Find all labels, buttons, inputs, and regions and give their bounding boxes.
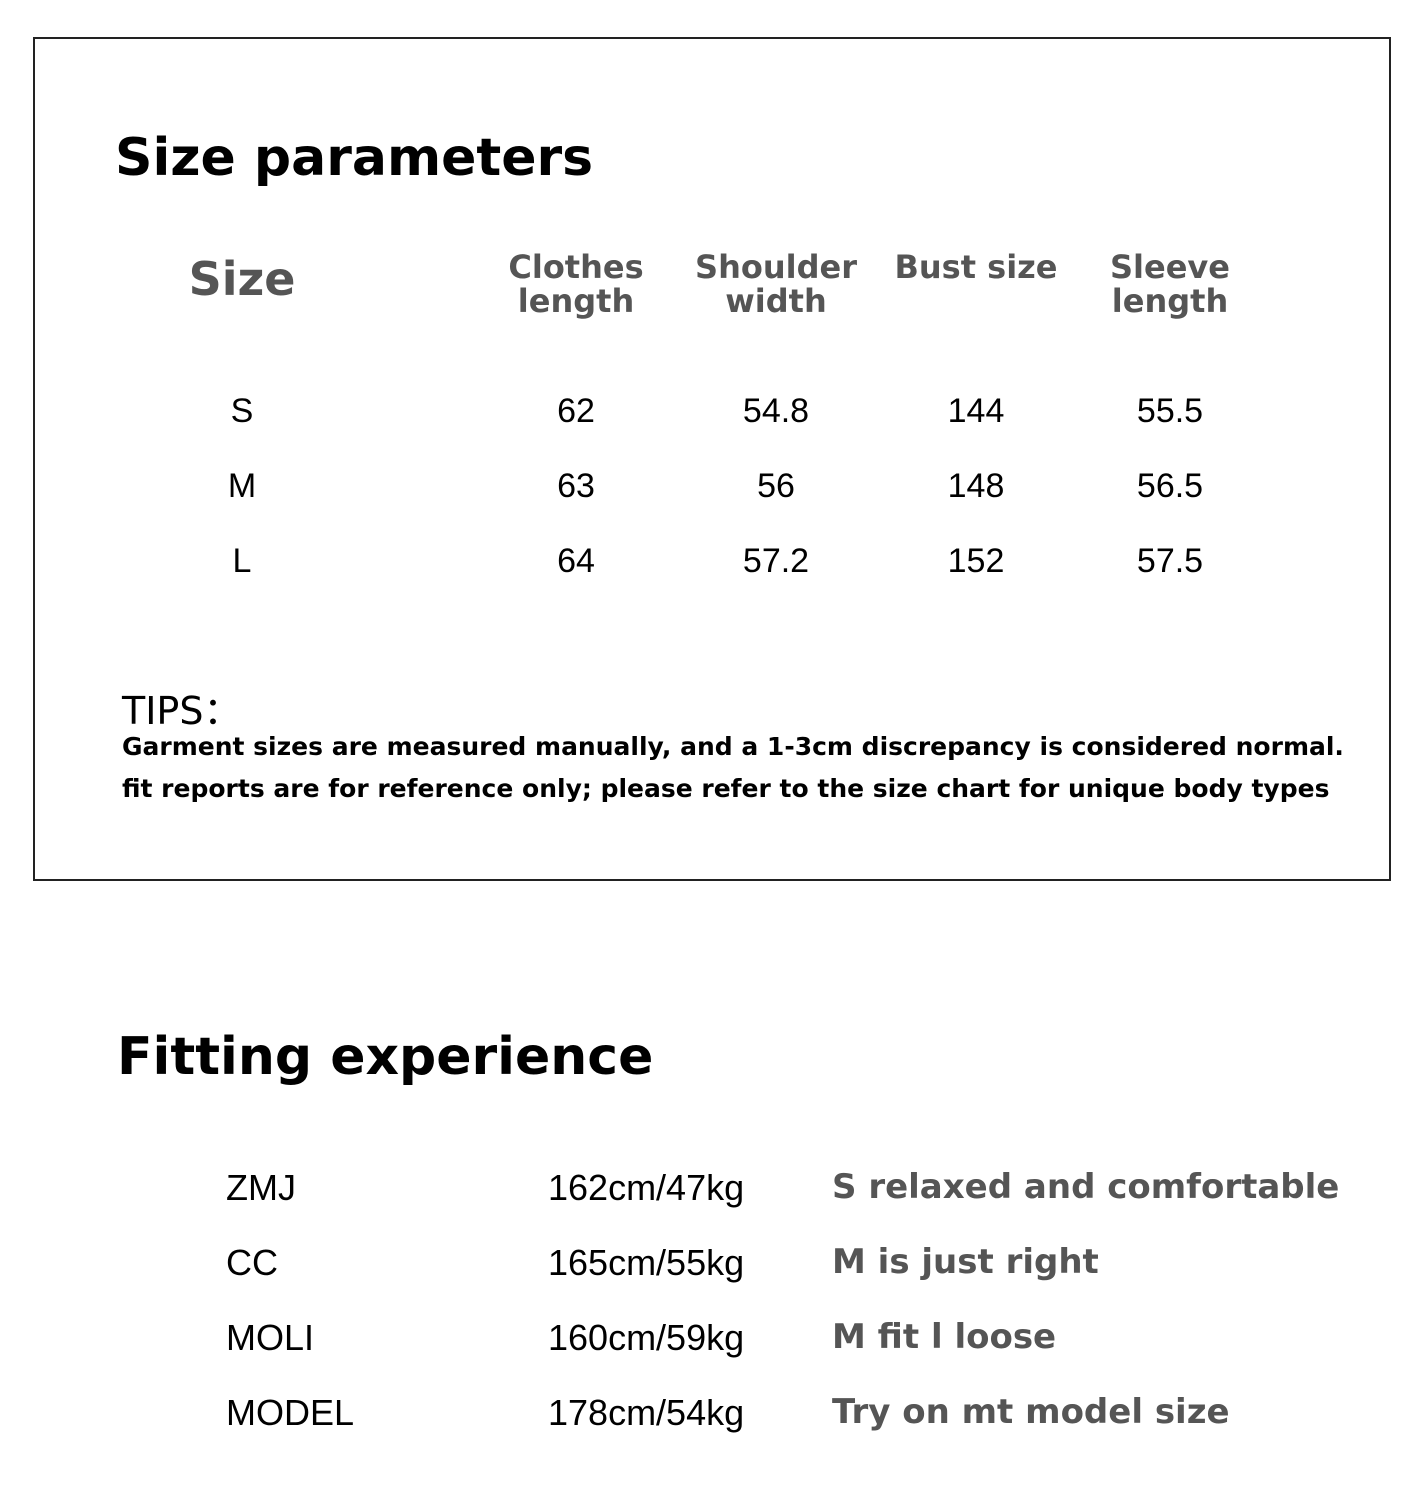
cell: 57.2: [742, 542, 810, 580]
fit-cell: M fit l loose: [832, 1317, 1057, 1357]
header: Bust size: [894, 248, 1058, 286]
fit-cell: S relaxed and comfortable: [832, 1167, 1340, 1207]
cell: 62: [557, 392, 595, 430]
fit-cell: 165cm/55kg: [548, 1242, 745, 1283]
cell: 144: [947, 392, 1005, 430]
header: Size: [188, 252, 296, 306]
fit-cell: Try on mt model size: [832, 1392, 1230, 1432]
cell: 57.5: [1136, 542, 1204, 580]
cell: 64: [557, 542, 595, 580]
cell: 63: [557, 467, 595, 505]
cell: S: [230, 392, 254, 430]
cell: 55.5: [1136, 392, 1204, 430]
fit-cell: 162cm/47kg: [548, 1167, 745, 1208]
fit-cell: MODEL: [226, 1392, 355, 1433]
size-box: [33, 37, 1391, 881]
cell: 56: [757, 467, 795, 505]
tip: fit reports are for reference only; plea…: [122, 774, 1330, 803]
tip: Garment sizes are measured manually, and…: [122, 732, 1344, 761]
header: Sleeve length: [1110, 248, 1230, 320]
header: Shoulder width: [695, 248, 857, 320]
fit-cell: 178cm/54kg: [548, 1392, 745, 1433]
cell: 54.8: [742, 392, 810, 430]
cell: M: [227, 467, 257, 505]
fit-cell: MOLI: [226, 1317, 315, 1358]
cell: 56.5: [1136, 467, 1204, 505]
header: Clothes length: [508, 248, 644, 320]
cell: 152: [947, 542, 1005, 580]
fit-cell: CC: [226, 1242, 278, 1283]
title: Size parameters: [115, 128, 594, 188]
title: Fitting experience: [117, 1027, 654, 1087]
fit-cell: 160cm/59kg: [548, 1317, 745, 1358]
cell: 148: [947, 467, 1005, 505]
cell: L: [232, 542, 252, 580]
fit-cell: ZMJ: [226, 1167, 296, 1208]
tips-title: TIPS：: [122, 689, 242, 733]
fit-cell: M is just right: [832, 1242, 1099, 1282]
